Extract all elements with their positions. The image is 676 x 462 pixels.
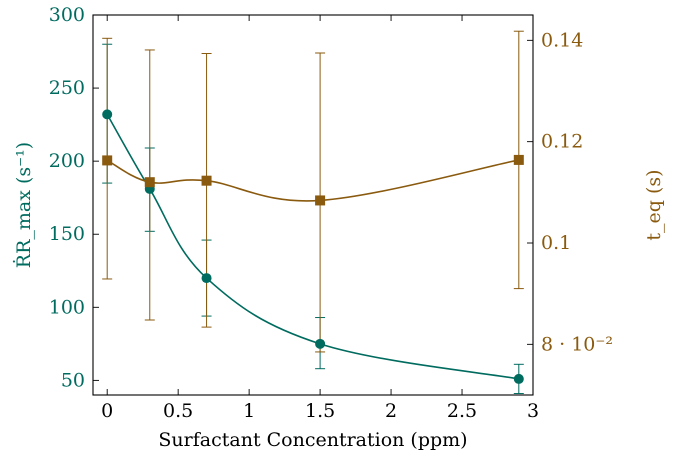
data-point-square [513,154,524,165]
data-point-square [201,175,212,186]
data-point-square [144,177,155,188]
series-line-right [106,159,519,202]
data-point-circle [315,338,326,349]
y-left-tick-label: 200 [49,150,85,172]
y-left-tick-label: 100 [49,296,85,318]
y-right-tick-label: 0.14 [541,29,583,51]
data-point-square [102,155,113,166]
x-tick-label: 1 [243,400,255,422]
y-left-tick-label: 50 [61,369,85,391]
x-tick-label: 0 [101,400,113,422]
series-markers [102,109,524,384]
y-right-tick-label: 0.12 [541,131,583,153]
y-right-tick-label: 0.1 [541,232,571,254]
y-right-tick-label: 8 · 10⁻² [541,333,613,355]
data-point-circle [513,373,524,384]
data-point-square [315,195,326,206]
error-bars [102,30,524,395]
data-point-circle [201,273,212,284]
series-line-left [106,113,519,380]
y-left-tick-label: 150 [49,223,85,245]
data-point-circle [102,109,113,120]
x-tick-label: 2 [385,400,397,422]
y-right-axis-label: t_eq (s) [643,169,665,240]
x-tick-label: 1.5 [305,400,335,422]
series-lines [106,113,519,380]
y-left-tick-label: 250 [49,77,85,99]
y-left-tick-label: 300 [49,4,85,26]
x-tick-label: 3 [527,400,539,422]
axis-ticks: 0 0.5 1 1.5 2 2.5 3 50 100 150 200 250 300 8 · 10⁻² 0.… [49,4,613,422]
y-left-axis-label: ṘR_max (s⁻¹) [12,142,35,268]
x-axis-label: Surfactant Concentration (ppm) [158,429,467,451]
x-tick-label: 2.5 [447,400,477,422]
plot-frame [92,14,534,396]
x-tick-label: 0.5 [163,400,193,422]
